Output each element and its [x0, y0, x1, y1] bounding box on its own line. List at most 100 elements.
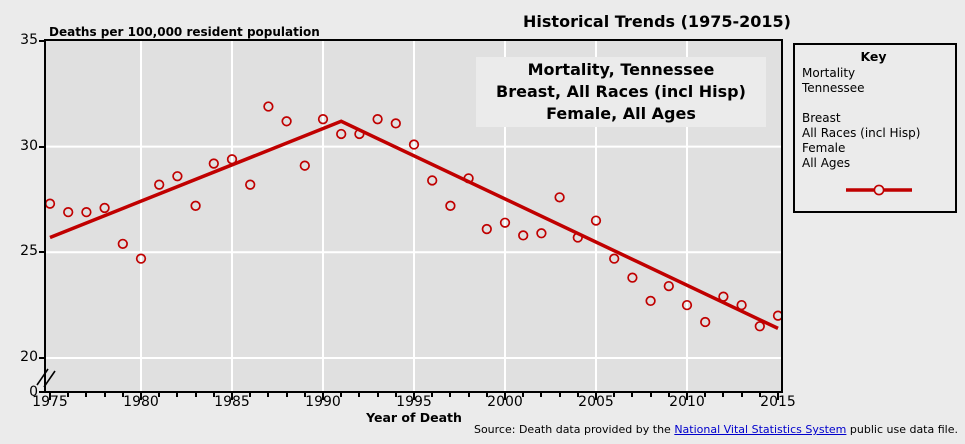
- data-point: [554, 192, 565, 203]
- key-line: Breast: [802, 111, 841, 125]
- y-tick: [39, 251, 46, 254]
- annotation-line: Female, All Ages: [546, 104, 696, 123]
- x-tick: [394, 393, 397, 397]
- x-tick: [576, 393, 579, 397]
- key-line: [802, 96, 955, 111]
- source-note: Source: Death data provided by the Natio…: [474, 423, 958, 436]
- x-tick: [722, 393, 725, 397]
- data-point: [99, 202, 110, 214]
- plot-area: Mortality, Tennessee Breast, All Races (…: [44, 39, 783, 393]
- source-text: Source: Death data provided by the: [473, 423, 675, 436]
- x-tick: [777, 393, 779, 400]
- x-tick: [249, 393, 252, 397]
- y-tick: [39, 391, 46, 393]
- axis-break-icon: [36, 368, 56, 388]
- data-point: [718, 291, 729, 302]
- x-tick: [613, 393, 616, 397]
- x-tick: [449, 393, 452, 397]
- data-point: [663, 280, 674, 292]
- data-point: [245, 179, 256, 190]
- y-tick-label: 0: [29, 384, 38, 400]
- x-tick: [85, 393, 88, 397]
- x-tick: [649, 393, 652, 397]
- page-title: Historical Trends (1975-2015): [523, 12, 791, 31]
- data-point: [336, 128, 347, 140]
- data-point: [772, 310, 781, 321]
- data-point: [499, 217, 511, 228]
- annotation-line: Mortality, Tennessee: [527, 60, 715, 79]
- key-line: Female: [802, 141, 846, 155]
- y-tick-label: 35: [20, 32, 38, 48]
- legend-key: Key Mortality Tennessee Breast All Races (…: [793, 43, 957, 213]
- x-tick: [103, 393, 106, 397]
- x-tick: [431, 393, 434, 397]
- y-tick: [39, 356, 46, 359]
- x-tick: [540, 393, 543, 397]
- x-tick-label: 2015: [760, 394, 796, 410]
- x-tick-label: 1980: [123, 394, 159, 410]
- data-point: [117, 238, 128, 249]
- x-tick: [686, 393, 688, 400]
- data-point: [536, 228, 547, 239]
- y-tick: [39, 145, 46, 148]
- data-point: [172, 171, 183, 182]
- key-line: All Ages: [802, 156, 851, 170]
- data-point: [390, 118, 401, 129]
- x-tick: [285, 393, 288, 397]
- x-tick: [558, 393, 561, 397]
- x-tick: [413, 393, 415, 400]
- source-link[interactable]: National Vital Statistics System: [674, 423, 847, 436]
- data-point: [572, 232, 583, 243]
- data-point: [226, 154, 238, 165]
- key-line: Tennessee: [802, 81, 865, 95]
- data-point: [299, 160, 310, 171]
- x-tick: [194, 393, 197, 397]
- y-tick-label: 20: [20, 348, 38, 365]
- data-point: [354, 128, 365, 140]
- y-axis-title: Deaths per 100,000 resident population: [49, 25, 320, 39]
- data-point: [46, 198, 56, 209]
- x-tick: [467, 393, 470, 397]
- data-point: [154, 179, 165, 190]
- x-tick: [595, 393, 597, 400]
- x-tick: [376, 393, 379, 397]
- data-point: [281, 116, 292, 127]
- x-tick-label: 2000: [487, 394, 523, 410]
- x-tick: [340, 393, 343, 397]
- data-point: [518, 230, 529, 241]
- trend-line: [49, 119, 779, 330]
- x-tick: [322, 393, 324, 400]
- x-tick: [485, 393, 488, 397]
- legend-line-icon: [845, 184, 912, 196]
- data-point: [627, 272, 638, 283]
- x-tick-label: 2005: [578, 394, 614, 410]
- data-point: [408, 139, 420, 150]
- x-tick-label: 2010: [669, 394, 705, 410]
- x-tick: [758, 393, 761, 397]
- data-point: [81, 207, 92, 218]
- data-point: [63, 207, 74, 218]
- x-tick: [631, 393, 634, 397]
- x-tick: [704, 393, 707, 397]
- data-point: [645, 295, 656, 307]
- y-tick: [39, 40, 46, 42]
- y-tick-label: 25: [20, 243, 38, 260]
- x-tick: [740, 393, 743, 397]
- data-point: [372, 114, 383, 125]
- x-tick-label: 1985: [214, 394, 250, 410]
- data-point: [445, 200, 456, 211]
- x-tick: [267, 393, 270, 397]
- x-tick: [212, 393, 215, 397]
- legend-key-title: Key: [860, 49, 887, 64]
- x-tick: [522, 393, 525, 397]
- y-tick-label: 30: [20, 137, 38, 154]
- data-point: [736, 299, 747, 311]
- data-point: [427, 175, 438, 186]
- x-tick: [49, 393, 51, 400]
- data-point: [700, 316, 711, 328]
- x-tick: [231, 393, 233, 400]
- x-tick: [303, 393, 306, 397]
- data-point: [190, 200, 201, 211]
- data-point: [609, 253, 620, 264]
